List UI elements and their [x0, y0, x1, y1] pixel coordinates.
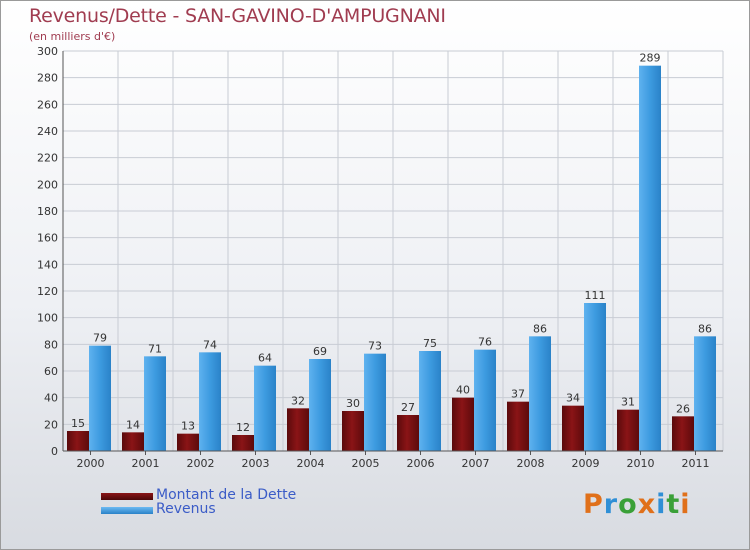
data-label-dette: 31	[621, 396, 635, 409]
data-label-revenus: 69	[313, 345, 327, 358]
y-tick-label: 240	[37, 125, 58, 138]
y-tick-label: 180	[37, 205, 58, 218]
data-label-revenus: 64	[258, 352, 272, 365]
data-label-revenus: 86	[698, 322, 712, 335]
data-label-dette: 12	[236, 421, 250, 434]
x-tick-label: 2002	[187, 457, 215, 470]
logo-letter: i	[680, 489, 691, 520]
bar-revenus	[254, 365, 276, 451]
y-tick-label: 80	[44, 338, 58, 351]
y-tick-label: 40	[44, 392, 58, 405]
bar-dette	[507, 401, 529, 451]
logo-letter: P	[583, 489, 604, 520]
y-tick-label: 200	[37, 178, 58, 191]
bar-dette	[232, 435, 254, 451]
x-tick-label: 2007	[462, 457, 490, 470]
bar-dette	[672, 416, 694, 451]
bar-dette	[177, 433, 199, 451]
bar-revenus	[309, 359, 331, 451]
bar-revenus	[474, 349, 496, 451]
y-tick-label: 220	[37, 152, 58, 165]
x-tick-label: 2000	[77, 457, 105, 470]
data-label-dette: 14	[126, 418, 140, 431]
bar-dette	[287, 408, 309, 451]
bar-revenus	[199, 352, 221, 451]
y-tick-label: 100	[37, 312, 58, 325]
bar-dette	[67, 431, 89, 451]
y-tick-label: 60	[44, 365, 58, 378]
bar-revenus	[639, 65, 661, 452]
bar-dette	[397, 415, 419, 451]
data-label-revenus: 71	[148, 342, 162, 355]
data-label-revenus: 111	[585, 289, 606, 302]
bar-revenus	[144, 356, 166, 451]
data-label-dette: 13	[181, 420, 195, 433]
data-label-revenus: 73	[368, 340, 382, 353]
bar-revenus	[364, 353, 386, 451]
x-tick-label: 2004	[297, 457, 325, 470]
y-tick-label: 140	[37, 258, 58, 271]
legend-label-dette: Montant de la Dette	[156, 487, 297, 503]
data-label-revenus: 86	[533, 322, 547, 335]
y-tick-label: 300	[37, 45, 58, 58]
data-label-revenus: 76	[478, 336, 492, 349]
data-label-dette: 37	[511, 388, 525, 401]
x-tick-label: 2008	[517, 457, 545, 470]
data-label-revenus: 75	[423, 337, 437, 350]
data-label-dette: 32	[291, 394, 305, 407]
data-label-dette: 40	[456, 384, 470, 397]
data-label-revenus: 289	[640, 52, 661, 65]
data-label-dette: 15	[71, 417, 85, 430]
legend-swatch-revenus	[101, 507, 153, 514]
y-tick-label: 160	[37, 232, 58, 245]
bar-revenus	[584, 303, 606, 451]
y-tick-label: 20	[44, 418, 58, 431]
x-tick-label: 2003	[242, 457, 270, 470]
bar-dette	[562, 405, 584, 451]
proxiti-logo: Proxiti	[583, 489, 691, 520]
legend-swatch-dette	[101, 493, 153, 500]
x-tick-label: 2010	[627, 457, 655, 470]
x-tick-label: 2006	[407, 457, 435, 470]
bar-revenus	[529, 336, 551, 451]
data-label-revenus: 79	[93, 332, 107, 345]
bar-revenus	[419, 351, 441, 451]
y-tick-label: 260	[37, 98, 58, 111]
bar-dette	[122, 432, 144, 451]
legend-label-revenus: Revenus	[156, 501, 216, 517]
bar-dette	[617, 409, 639, 451]
bar-revenus	[694, 336, 716, 451]
logo-letter: x	[637, 489, 657, 520]
data-label-dette: 34	[566, 392, 580, 405]
data-label-dette: 26	[676, 402, 690, 415]
chart-subtitle: (en milliers d'€)	[29, 30, 116, 43]
bar-dette	[452, 397, 474, 451]
y-tick-label: 120	[37, 285, 58, 298]
logo-letter: o	[618, 489, 638, 520]
logo-letter: i	[656, 489, 667, 520]
x-tick-label: 2009	[572, 457, 600, 470]
bar-revenus	[89, 345, 111, 451]
x-tick-label: 2005	[352, 457, 380, 470]
chart-title: Revenus/Dette - SAN-GAVINO-D'AMPUGNANI	[29, 5, 446, 27]
data-label-dette: 30	[346, 397, 360, 410]
logo-letter: t	[666, 489, 681, 520]
y-tick-label: 280	[37, 72, 58, 85]
logo-letter: r	[603, 489, 619, 520]
x-tick-label: 2001	[132, 457, 160, 470]
data-label-dette: 27	[401, 401, 415, 414]
y-tick-label: 0	[51, 445, 58, 458]
x-tick-label: 2011	[682, 457, 710, 470]
data-label-revenus: 74	[203, 338, 217, 351]
bar-dette	[342, 411, 364, 451]
